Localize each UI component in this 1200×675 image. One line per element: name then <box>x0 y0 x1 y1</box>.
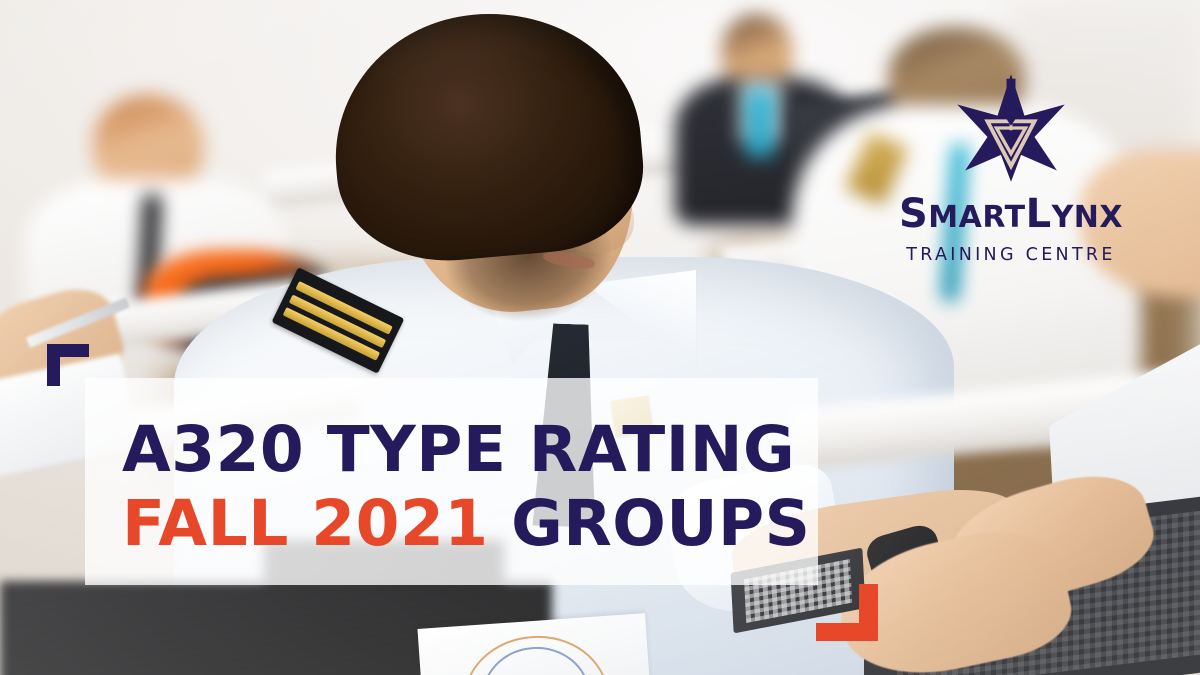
title-block: A320 TYPE RATING FALL 2021 GROUPS <box>122 413 810 561</box>
bracket-vertical-bar <box>47 344 60 386</box>
hair <box>324 0 651 270</box>
title-highlight-term: FALL 2021 <box>122 487 489 560</box>
title-line-1: A320 TYPE RATING <box>122 413 796 486</box>
title-panel <box>85 378 818 585</box>
wordmark-l: L <box>1025 191 1052 237</box>
smartlynx-logo: SMARTLYNX TRAINING CENTRE <box>880 72 1142 265</box>
navy-corner-bracket-icon <box>47 344 89 386</box>
lanyard <box>746 89 775 158</box>
wordmark-ynx: YNX <box>1051 200 1124 235</box>
title-line-2: FALL 2021 GROUPS <box>122 487 810 561</box>
wordmark-mart: MART <box>928 200 1026 235</box>
smartlynx-star-lynx-mark-icon <box>957 74 1065 182</box>
logo-subtitle: TRAINING CENTRE <box>906 245 1116 265</box>
wordmark-s: S <box>898 191 929 237</box>
orange-corner-bracket-icon <box>816 584 878 641</box>
title-line-2-rest: GROUPS <box>511 487 811 560</box>
logo-wordmark: SMARTLYNX <box>880 192 1142 240</box>
bracket-vertical-bar <box>859 584 878 641</box>
